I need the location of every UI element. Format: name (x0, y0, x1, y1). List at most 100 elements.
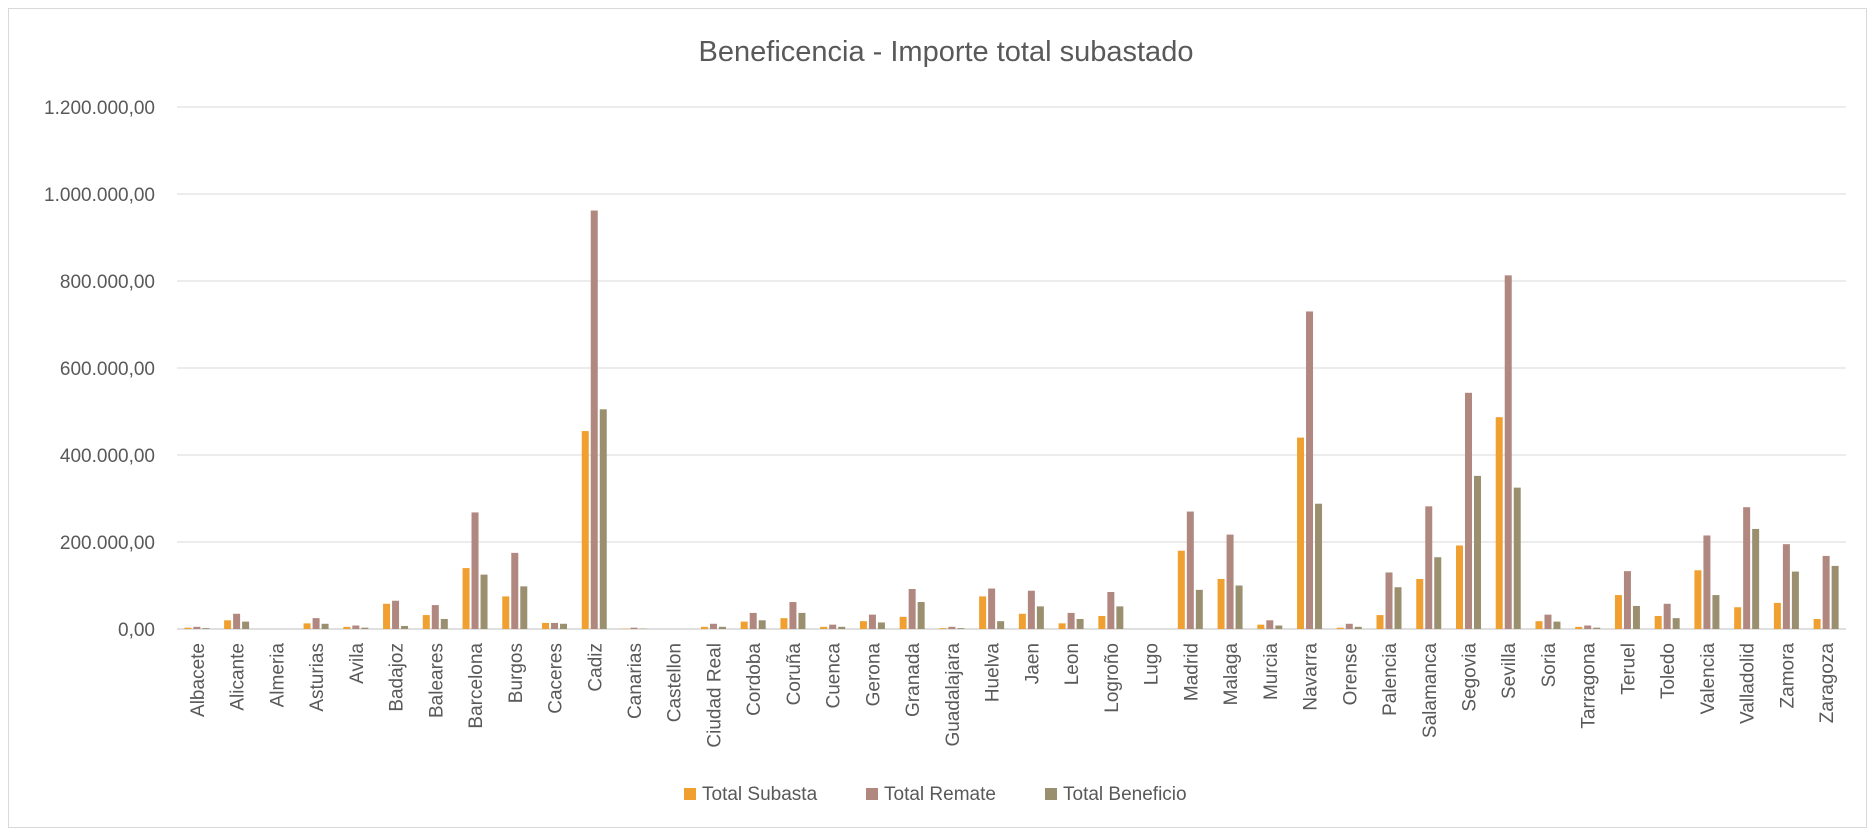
bar-total-subasta (383, 603, 391, 629)
bar-total-subasta (1018, 613, 1026, 629)
bar-total-remate (868, 614, 876, 629)
x-tick-label: Baleares (426, 643, 447, 718)
x-tick-label: Avila (347, 643, 368, 684)
bar-total-remate (1385, 572, 1393, 629)
bar-total-remate (1306, 311, 1314, 629)
bar-total-remate (1107, 592, 1115, 629)
bar-total-remate (1544, 614, 1552, 629)
x-tick-label: Cordoba (744, 643, 765, 716)
legend: Total Subasta Total Remate Total Beneficio (684, 784, 1187, 805)
bar-total-beneficio (1394, 587, 1402, 629)
bar-total-beneficio (520, 586, 528, 629)
x-tick-label: Logroño (1102, 643, 1123, 713)
y-tick-label: 400.000,00 (60, 446, 155, 467)
bar-total-remate (908, 588, 916, 629)
bar-total-remate (590, 210, 598, 629)
bar-total-subasta (303, 623, 311, 629)
bar-total-beneficio (1275, 625, 1283, 629)
bar-total-subasta (979, 596, 987, 629)
bar-total-remate (193, 626, 201, 629)
x-tick-label: Tarragona (1579, 643, 1600, 729)
bar-total-subasta (1575, 626, 1583, 629)
bar-total-subasta (1177, 550, 1185, 629)
bar-total-remate (630, 627, 638, 629)
x-tick-label: Teruel (1618, 643, 1639, 695)
x-tick-label: Zaragoza (1817, 643, 1838, 724)
bar-total-subasta (780, 618, 788, 629)
bar-total-subasta (1614, 595, 1622, 629)
bar-total-remate (749, 612, 757, 629)
bar-total-remate (829, 624, 837, 629)
bar-total-subasta (462, 568, 470, 629)
bar-total-remate (1504, 275, 1512, 629)
bar-total-remate (392, 600, 400, 629)
bar-total-beneficio (1076, 618, 1084, 629)
bar-total-subasta (700, 626, 708, 629)
bar-total-subasta (1455, 545, 1463, 629)
bar-total-remate (789, 602, 797, 629)
chart-title: Beneficencia - Importe total subastado (699, 36, 1194, 68)
x-tick-label: Jaen (1022, 643, 1043, 684)
bar-total-subasta (1535, 621, 1543, 629)
x-tick-label: Zamora (1777, 643, 1798, 709)
legend-swatch (866, 788, 878, 800)
bar-total-subasta (502, 596, 510, 629)
x-tick-label: Granada (903, 643, 924, 717)
bar-total-beneficio (917, 602, 925, 629)
bar-total-subasta (1217, 578, 1225, 629)
y-tick-label: 1.000.000,00 (44, 185, 155, 206)
bar-total-beneficio (361, 627, 369, 629)
bar-total-remate (431, 605, 439, 629)
bar-total-subasta (899, 616, 907, 629)
bar-total-remate (511, 552, 519, 629)
x-tick-label: Cadiz (585, 643, 606, 692)
bar-total-beneficio (1235, 585, 1243, 629)
bar-total-subasta (224, 620, 232, 629)
x-tick-label: Barcelona (466, 643, 487, 729)
bar-total-beneficio (1473, 475, 1481, 629)
bar-total-remate (1186, 511, 1194, 629)
x-tick-label: Leon (1062, 643, 1083, 685)
bar-total-remate (1623, 571, 1631, 629)
bar-total-subasta (1734, 607, 1742, 629)
bar-total-beneficio (202, 628, 210, 629)
x-tick-label: Segovia (1459, 643, 1480, 712)
bar-total-beneficio (1791, 571, 1799, 629)
y-tick-label: 800.000,00 (60, 272, 155, 293)
x-tick-label: Castellon (665, 643, 686, 722)
gridlines (177, 106, 1846, 630)
bar-chart: Beneficencia - Importe total subastado 0… (44, 36, 1846, 805)
bar-total-beneficio (560, 623, 568, 629)
x-tick-label: Gerona (863, 643, 884, 707)
bar-total-subasta (1773, 602, 1781, 629)
x-tick-label: Almeria (267, 643, 288, 708)
bar-total-beneficio (1195, 589, 1203, 629)
bar-total-subasta (859, 621, 867, 629)
bar-total-subasta (1416, 578, 1424, 629)
bar-total-remate (1822, 555, 1830, 629)
bar-total-subasta (581, 431, 589, 629)
bar-total-remate (948, 626, 956, 629)
x-tick-label: Valladolid (1738, 643, 1759, 724)
bar-total-beneficio (401, 625, 409, 629)
bar-total-beneficio (718, 626, 726, 629)
x-tick-label: Palencia (1380, 643, 1401, 716)
bar-total-subasta (184, 627, 192, 629)
legend-label: Total Remate (884, 784, 996, 805)
bar-total-beneficio (1553, 621, 1561, 629)
bar-total-remate (551, 622, 559, 629)
bar-total-remate (1743, 507, 1751, 629)
x-tick-label: Cuenca (824, 643, 845, 709)
bar-total-remate (1663, 603, 1671, 629)
bar-total-beneficio (1315, 503, 1323, 629)
bar-total-beneficio (242, 621, 250, 629)
bar-total-beneficio (599, 409, 607, 629)
x-tick-label: Badajoz (387, 643, 408, 712)
legend-swatch (684, 788, 696, 800)
x-tick-label: Lugo (1142, 643, 1163, 685)
x-tick-label: Alicante (228, 643, 249, 711)
bar-total-subasta (343, 626, 351, 629)
bar-total-beneficio (838, 626, 846, 629)
legend-label: Total Beneficio (1063, 784, 1187, 805)
x-tick-label: Orense (1340, 643, 1361, 705)
